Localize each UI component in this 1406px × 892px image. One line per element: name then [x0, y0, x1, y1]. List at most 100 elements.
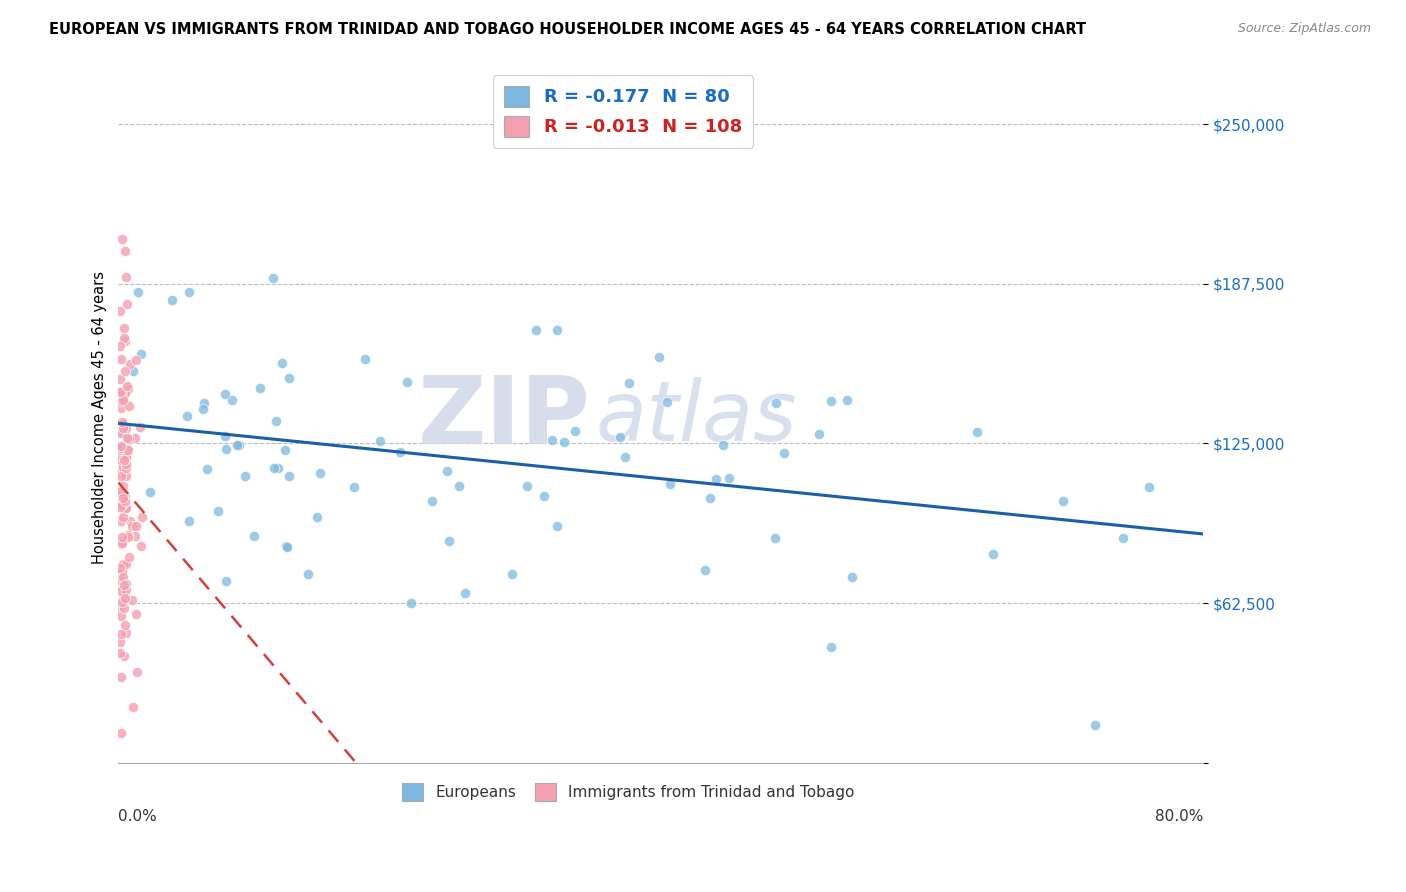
Point	[276, 540, 298, 554]
Point	[139, 484, 162, 499]
Point	[115, 501, 138, 516]
Point	[114, 618, 136, 632]
Point	[110, 725, 132, 739]
Point	[127, 285, 149, 299]
Point	[111, 479, 134, 493]
Point	[820, 393, 842, 408]
Point	[841, 570, 863, 584]
Point	[111, 498, 134, 512]
Point	[447, 478, 470, 492]
Point	[111, 582, 134, 597]
Point	[111, 492, 134, 507]
Point	[121, 519, 143, 533]
Point	[115, 442, 138, 456]
Point	[115, 379, 138, 393]
Point	[111, 536, 134, 550]
Point	[111, 393, 134, 408]
Point	[262, 271, 284, 285]
Point	[193, 396, 215, 410]
Point	[112, 557, 135, 571]
Point	[772, 446, 794, 460]
Point	[114, 244, 136, 258]
Point	[516, 479, 538, 493]
Point	[524, 323, 547, 337]
Text: atlas: atlas	[596, 377, 797, 458]
Point	[266, 414, 288, 428]
Point	[112, 426, 135, 441]
Point	[763, 531, 786, 545]
Point	[115, 450, 138, 464]
Point	[120, 357, 142, 371]
Point	[112, 459, 135, 474]
Point	[278, 468, 301, 483]
Point	[546, 519, 568, 533]
Point	[249, 381, 271, 395]
Y-axis label: Householder Income Ages 45 - 64 years: Householder Income Ages 45 - 64 years	[93, 271, 107, 565]
Point	[115, 421, 138, 435]
Point	[114, 494, 136, 508]
Point	[399, 596, 422, 610]
Point	[533, 489, 555, 503]
Point	[124, 431, 146, 445]
Point	[115, 460, 138, 475]
Point	[110, 560, 132, 574]
Point	[117, 382, 139, 396]
Point	[108, 488, 131, 502]
Point	[129, 420, 152, 434]
Point	[122, 364, 145, 378]
Point	[111, 565, 134, 579]
Point	[619, 376, 641, 390]
Point	[454, 585, 477, 599]
Point	[1052, 493, 1074, 508]
Point	[115, 557, 138, 571]
Point	[807, 426, 830, 441]
Point	[267, 461, 290, 475]
Point	[111, 440, 134, 454]
Point	[274, 442, 297, 457]
Point	[553, 435, 575, 450]
Point	[277, 371, 299, 385]
Point	[436, 464, 458, 478]
Point	[112, 578, 135, 592]
Point	[981, 547, 1004, 561]
Point	[114, 502, 136, 516]
Point	[717, 470, 740, 484]
Point	[118, 550, 141, 565]
Point	[699, 491, 721, 505]
Point	[121, 700, 143, 714]
Point	[112, 439, 135, 453]
Point	[368, 434, 391, 449]
Point	[111, 421, 134, 435]
Point	[110, 440, 132, 454]
Point	[501, 567, 523, 582]
Point	[112, 600, 135, 615]
Point	[110, 401, 132, 415]
Point	[1137, 480, 1160, 494]
Point	[124, 529, 146, 543]
Point	[115, 625, 138, 640]
Text: EUROPEAN VS IMMIGRANTS FROM TRINIDAD AND TOBAGO HOUSEHOLDER INCOME AGES 45 - 64 : EUROPEAN VS IMMIGRANTS FROM TRINIDAD AND…	[49, 22, 1087, 37]
Point	[108, 339, 131, 353]
Point	[114, 458, 136, 472]
Point	[546, 323, 568, 337]
Point	[437, 534, 460, 549]
Point	[160, 293, 183, 307]
Point	[353, 351, 375, 366]
Point	[117, 433, 139, 447]
Point	[343, 480, 366, 494]
Point	[117, 442, 139, 457]
Point	[243, 529, 266, 543]
Point	[114, 591, 136, 606]
Point	[111, 530, 134, 544]
Point	[108, 460, 131, 475]
Point	[214, 387, 236, 401]
Point	[214, 429, 236, 443]
Text: ZIP: ZIP	[418, 372, 591, 464]
Point	[112, 648, 135, 663]
Point	[110, 453, 132, 467]
Point	[114, 334, 136, 348]
Point	[110, 537, 132, 551]
Point	[115, 296, 138, 310]
Point	[110, 514, 132, 528]
Point	[820, 640, 842, 655]
